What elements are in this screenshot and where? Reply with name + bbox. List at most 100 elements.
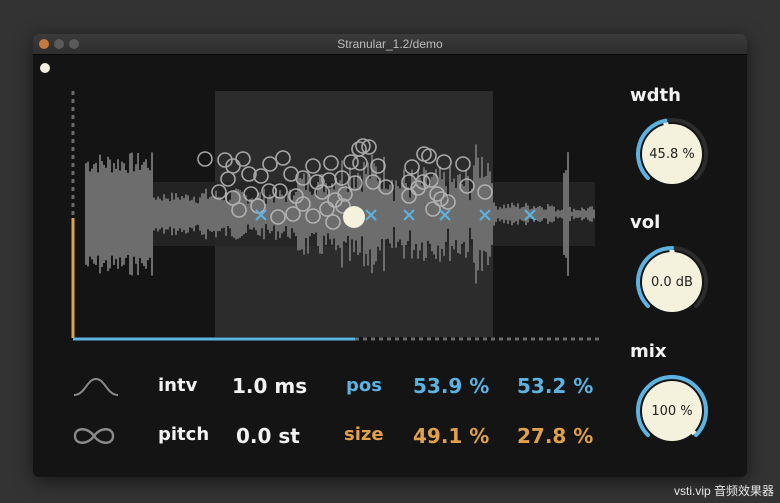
waveform bbox=[85, 144, 595, 284]
plugin-window: Stranular_1.2/demo intv 1.0 ms pitch 0.0… bbox=[33, 34, 747, 477]
grain-circle bbox=[477, 184, 493, 200]
size-value-1[interactable]: 49.1 % bbox=[413, 424, 490, 448]
grain-circle bbox=[253, 168, 269, 184]
grain-circle bbox=[459, 178, 475, 194]
grain-circle bbox=[327, 192, 343, 208]
grain-circle bbox=[217, 152, 233, 168]
grain-circle bbox=[455, 156, 471, 172]
mix-label: mix bbox=[630, 341, 667, 362]
grain-circle bbox=[436, 154, 452, 170]
size-value-2[interactable]: 27.8 % bbox=[517, 424, 594, 448]
grain-x-marker bbox=[524, 209, 536, 221]
grain-circle bbox=[211, 184, 227, 200]
knob-pointer bbox=[685, 424, 697, 436]
current-grain-marker bbox=[343, 206, 365, 228]
knob-level-arc bbox=[636, 246, 674, 309]
grain-circle bbox=[365, 174, 381, 190]
maximize-button[interactable] bbox=[69, 39, 79, 49]
wdth-label: wdth bbox=[630, 85, 681, 106]
grain-circle bbox=[404, 159, 420, 175]
grain-circle bbox=[197, 151, 213, 167]
grain-circle bbox=[335, 198, 351, 214]
grain-circle bbox=[275, 150, 291, 166]
grain-circle bbox=[401, 188, 417, 204]
grain-x-marker bbox=[365, 209, 377, 221]
grain-circle bbox=[272, 183, 288, 199]
grain-circle bbox=[295, 196, 311, 212]
vol-knob[interactable]: 0.0 dB bbox=[632, 242, 712, 322]
grain-circle bbox=[415, 174, 431, 190]
infinity-loop-icon[interactable] bbox=[69, 424, 119, 448]
grain-circle bbox=[231, 202, 247, 218]
minimize-button[interactable] bbox=[54, 39, 64, 49]
wdth-knob[interactable]: 45.8 % bbox=[632, 114, 712, 194]
knob-level-arc bbox=[636, 118, 668, 181]
power-indicator[interactable] bbox=[40, 63, 50, 73]
mix-value: 100 % bbox=[651, 403, 693, 419]
grain-circle bbox=[235, 151, 251, 167]
grain-circle bbox=[305, 158, 321, 174]
knob-face bbox=[642, 252, 702, 312]
intv-label: intv bbox=[158, 375, 198, 396]
close-button[interactable] bbox=[39, 39, 49, 49]
grain-circle bbox=[347, 175, 363, 191]
grain-circle bbox=[429, 186, 445, 202]
grain-circle bbox=[440, 194, 456, 210]
knob-level-arc bbox=[636, 375, 708, 438]
wdth-value: 45.8 % bbox=[649, 146, 695, 162]
grain-markers bbox=[255, 209, 536, 221]
grain-circle bbox=[270, 209, 286, 225]
grain-circle bbox=[262, 156, 278, 172]
pitch-value[interactable]: 0.0 st bbox=[236, 424, 300, 448]
mix-knob[interactable]: 100 % bbox=[632, 371, 712, 451]
knob-face bbox=[642, 124, 702, 184]
grain-circle bbox=[355, 138, 371, 154]
grain-circle bbox=[243, 186, 259, 202]
pos-value-1[interactable]: 53.9 % bbox=[413, 374, 490, 398]
wdth-knob-graphic bbox=[636, 118, 708, 184]
grain-circle bbox=[370, 158, 386, 174]
grain-circle bbox=[352, 155, 368, 171]
watermark-text: vsti.vip 音频效果器 bbox=[673, 484, 774, 498]
mix-knob-graphic bbox=[636, 375, 708, 441]
pos-label: pos bbox=[346, 375, 382, 396]
vol-label: vol bbox=[630, 212, 661, 233]
grain-circle bbox=[309, 174, 325, 190]
grain-circle bbox=[295, 170, 311, 186]
intv-value[interactable]: 1.0 ms bbox=[232, 374, 308, 398]
grain-circle bbox=[378, 179, 394, 195]
knob-pointer bbox=[663, 122, 671, 133]
grain-cloud bbox=[197, 138, 493, 230]
grain-circle bbox=[225, 190, 241, 206]
pos-value-2[interactable]: 53.2 % bbox=[517, 374, 594, 398]
grain-circle bbox=[241, 166, 257, 182]
grain-circle bbox=[421, 148, 437, 164]
grain-circle bbox=[314, 184, 330, 200]
grain-circle bbox=[220, 171, 236, 187]
grain-circle bbox=[319, 201, 335, 217]
pitch-label: pitch bbox=[158, 424, 210, 445]
title-bar[interactable]: Stranular_1.2/demo bbox=[33, 34, 747, 55]
grain-circle bbox=[305, 208, 321, 224]
grain-circle bbox=[325, 214, 341, 230]
grain-circle bbox=[433, 191, 449, 207]
envelope-curve-icon[interactable] bbox=[71, 376, 121, 398]
grain-x-marker bbox=[403, 209, 415, 221]
grain-circle bbox=[343, 154, 359, 170]
grain-x-marker bbox=[255, 209, 267, 221]
vol-value: 0.0 dB bbox=[651, 274, 693, 290]
grain-circle bbox=[334, 170, 350, 186]
grain-circle bbox=[425, 201, 441, 217]
grain-circle bbox=[423, 172, 439, 188]
grain-circle bbox=[261, 183, 277, 199]
grain-x-marker bbox=[439, 209, 451, 221]
size-label: size bbox=[344, 424, 384, 445]
window-title: Stranular_1.2/demo bbox=[337, 37, 443, 51]
knob-face bbox=[642, 381, 702, 441]
grain-x-marker bbox=[479, 209, 491, 221]
grain-display[interactable] bbox=[33, 34, 747, 477]
grain-circle bbox=[323, 155, 339, 171]
grain-circle bbox=[361, 139, 377, 155]
vol-knob-graphic bbox=[636, 246, 708, 312]
grain-circle bbox=[285, 206, 301, 222]
